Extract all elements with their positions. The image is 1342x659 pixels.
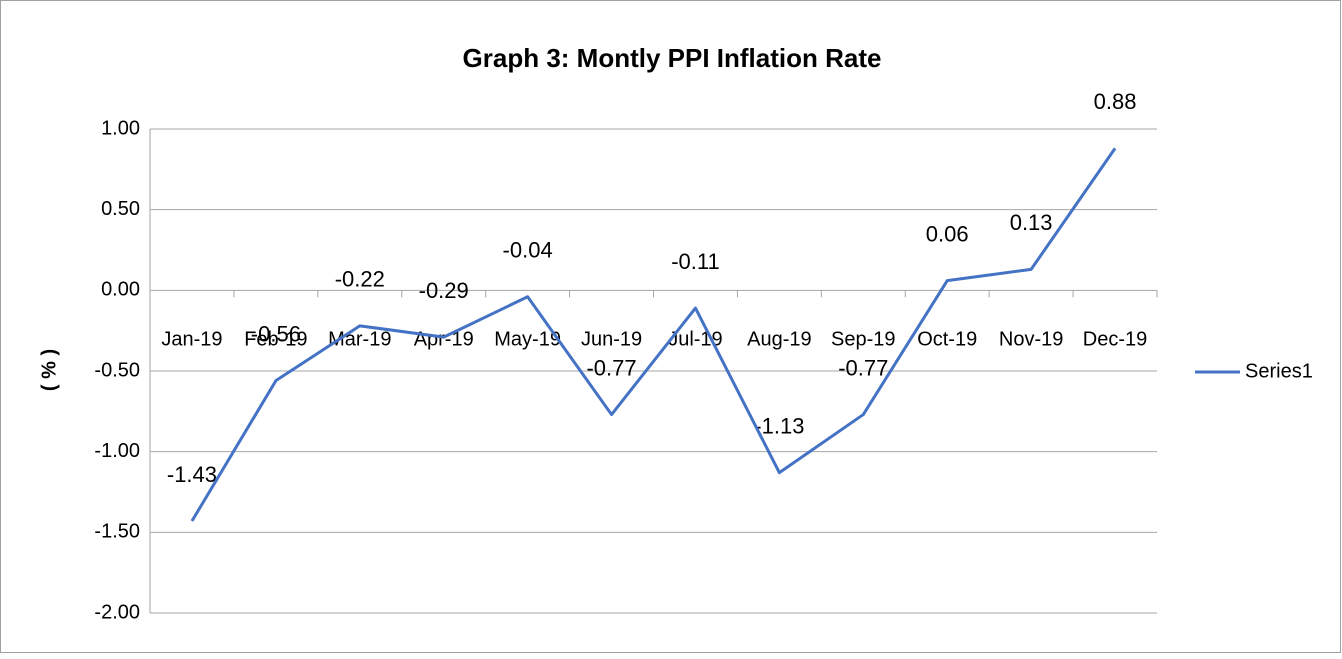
- data-label: -0.29: [419, 278, 469, 303]
- x-tick-label: Aug-19: [747, 329, 812, 351]
- data-label: 0.13: [1010, 210, 1053, 235]
- y-tick-label: 0.50: [101, 198, 140, 220]
- data-label: -0.11: [671, 249, 720, 274]
- x-tick-label: Oct-19: [917, 329, 977, 351]
- y-tick-label: -2.00: [94, 601, 140, 623]
- y-tick-label: -1.50: [94, 521, 140, 543]
- x-tick-label: May-19: [494, 329, 561, 351]
- data-label: 0.88: [1094, 89, 1137, 114]
- x-tick-label: Sep-19: [831, 329, 896, 351]
- y-tick-label: -1.00: [94, 440, 140, 462]
- data-label: -0.22: [335, 267, 385, 292]
- y-tick-label: -0.50: [94, 359, 140, 381]
- legend-label: Series1: [1245, 360, 1313, 382]
- x-tick-label: Mar-19: [328, 329, 391, 351]
- data-label: -0.04: [503, 238, 553, 263]
- x-tick-label: Dec-19: [1083, 329, 1147, 351]
- data-label: -0.56: [251, 321, 301, 346]
- data-label: -0.77: [838, 355, 888, 380]
- chart-title: Graph 3: Montly PPI Inflation Rate: [463, 43, 882, 73]
- data-label: -0.77: [586, 355, 636, 380]
- y-tick-label: 1.00: [101, 117, 140, 139]
- data-label: 0.06: [926, 221, 969, 246]
- y-tick-label: 0.00: [101, 279, 140, 301]
- y-axis-label: ( % ): [38, 349, 60, 391]
- x-tick-label: Apr-19: [414, 329, 474, 351]
- x-tick-label: Jan-19: [161, 329, 222, 351]
- x-tick-label: Feb-19: [244, 329, 307, 351]
- x-tick-label: Nov-19: [999, 329, 1063, 351]
- series-line: [190, 147, 1117, 522]
- data-label: -1.43: [167, 462, 217, 487]
- x-tick-label: Jun-19: [581, 329, 642, 351]
- data-label: -1.13: [754, 413, 804, 438]
